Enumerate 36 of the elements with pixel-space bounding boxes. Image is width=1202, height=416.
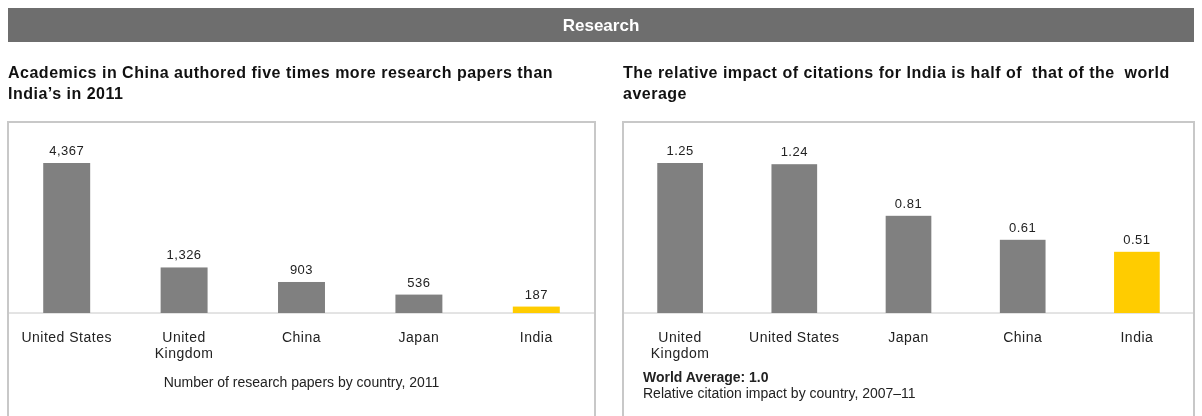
bar bbox=[160, 267, 208, 313]
bar bbox=[1114, 251, 1160, 313]
bar bbox=[885, 215, 932, 313]
text: Research bbox=[562, 16, 640, 35]
data-label: 1,326 bbox=[166, 247, 202, 263]
data-label: 4,367 bbox=[49, 143, 85, 158]
text: World Average: 1.0 bbox=[643, 369, 769, 385]
data-label: 0.51 bbox=[1123, 231, 1151, 247]
x-tick-label: United Kingdom bbox=[154, 329, 214, 361]
x-tick-label: Japan bbox=[888, 329, 929, 345]
x-tick-label: United States bbox=[21, 329, 112, 345]
chart-title: The relative impact of citations for India is half of that of the world average bbox=[623, 64, 1170, 102]
data-label: 0.61 bbox=[1009, 219, 1037, 235]
x-tick-label: China bbox=[281, 329, 322, 345]
bar bbox=[43, 163, 91, 313]
data-label: 0.81 bbox=[894, 195, 923, 211]
data-label: 1.24 bbox=[780, 144, 808, 160]
bar bbox=[771, 164, 818, 313]
x-tick-label: United Kingdom bbox=[650, 329, 710, 361]
data-label: 903 bbox=[289, 261, 314, 277]
chart-title: Academics in China authored five times more research papers than India’s in 2011 bbox=[8, 64, 554, 102]
bar bbox=[395, 294, 443, 313]
bar bbox=[999, 239, 1046, 313]
text: Relative citation impact by country, 2007–11 bbox=[643, 385, 916, 401]
x-tick-label: China bbox=[1003, 329, 1043, 345]
bar bbox=[657, 163, 703, 313]
bar bbox=[512, 306, 560, 313]
data-label: 187 bbox=[524, 286, 548, 302]
data-label: 1.25 bbox=[666, 143, 694, 158]
x-tick-label: Japan bbox=[398, 329, 440, 345]
text: Number of research papers by country, 2011 bbox=[163, 374, 440, 390]
bar bbox=[278, 281, 325, 313]
x-tick-label: United States bbox=[749, 329, 840, 345]
x-tick-label: India bbox=[519, 329, 553, 345]
data-label: 536 bbox=[407, 274, 431, 290]
x-tick-label: India bbox=[1120, 329, 1154, 345]
